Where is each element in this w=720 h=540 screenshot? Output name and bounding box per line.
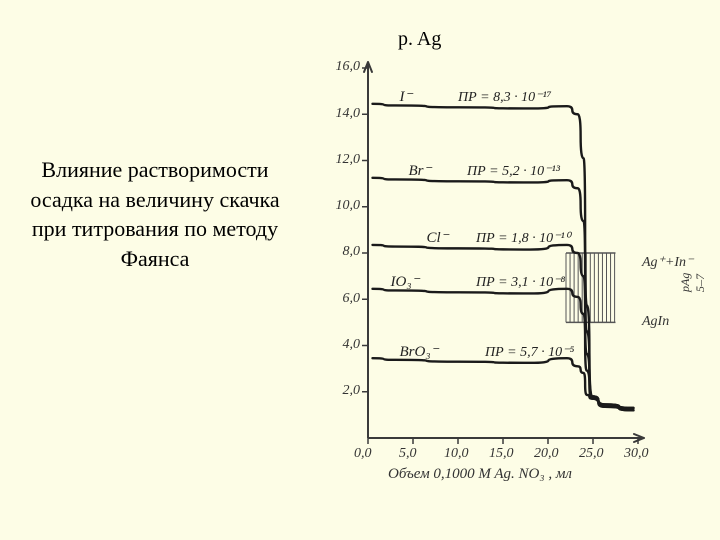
x-tick-label: 20,0 [534, 446, 559, 462]
ion-label: IO₃⁻ [391, 272, 420, 291]
y-tick-label: 12,0 [336, 152, 361, 168]
right-annotation: AgIn [642, 314, 669, 330]
solubility-product-label: ПР = 8,3 · 10⁻¹⁷ [458, 89, 552, 106]
y-axis-title: p. Ag [398, 28, 441, 51]
solubility-product-label: ПР = 1,8 · 10⁻¹⁰ [476, 230, 570, 247]
x-tick-label: 10,0 [444, 446, 469, 462]
y-tick-label: 2,0 [343, 383, 361, 399]
y-tick-label: 10,0 [336, 198, 361, 214]
y-tick-label: 4,0 [343, 337, 361, 353]
ion-label: BrO₃⁻ [400, 342, 439, 361]
y-tick-label: 6,0 [343, 291, 361, 307]
curve-BrO₃⁻ [373, 358, 634, 410]
x-tick-label: 0,0 [354, 446, 372, 462]
solubility-product-label: ПР = 3,1 · 10⁻⁸ [476, 274, 565, 291]
ion-label: Br⁻ [409, 161, 432, 180]
x-tick-label: 5,0 [399, 446, 417, 462]
y-tick-label: 8,0 [343, 244, 361, 260]
chart-svg [330, 58, 675, 478]
right-range-label: pAg 5–7 [678, 273, 708, 292]
solubility-product-label: ПР = 5,7 · 10⁻⁵ [485, 344, 574, 361]
y-tick-label: 14,0 [336, 106, 361, 122]
solubility-product-label: ПР = 5,2 · 10⁻¹³ [467, 163, 560, 180]
titration-chart: 16,0 14,0 12,0 10,0 8,0 6,0 4,0 2,0 0,0 5,0 10,0 15… [330, 58, 675, 478]
ion-label: Cl⁻ [427, 228, 449, 247]
ion-label: I⁻ [400, 87, 413, 106]
x-tick-label: 25,0 [579, 446, 604, 462]
x-tick-label: 15,0 [489, 446, 514, 462]
chart-caption: Влияние растворимости осадка на величину… [20, 155, 290, 274]
right-annotation: Ag⁺+In⁻ [642, 254, 693, 271]
y-tick-label: 16,0 [336, 59, 361, 75]
x-axis-label: Объем 0,1000 M Ag. NO₃ , мл [388, 466, 572, 483]
x-tick-label: 30,0 [624, 446, 649, 462]
